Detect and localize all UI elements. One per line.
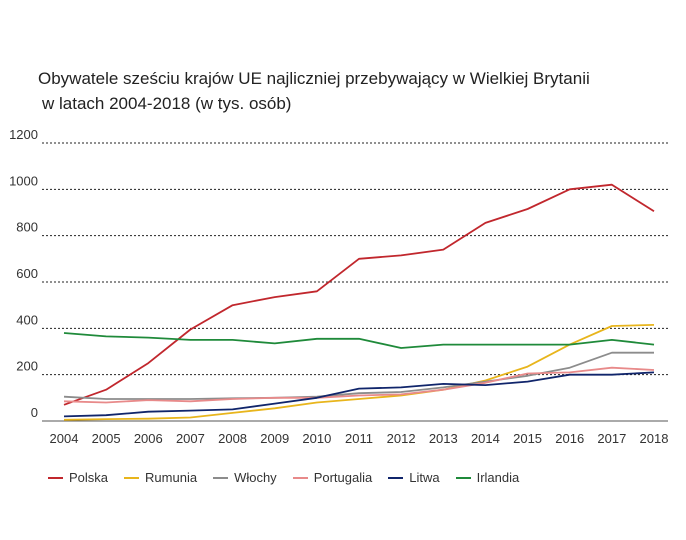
legend-label: Litwa <box>409 470 440 485</box>
y-axis: 0 200 400 600 800 1000 1200 <box>9 127 38 420</box>
legend-item: Portugalia <box>292 470 373 485</box>
series-line-irlandia <box>63 332 655 349</box>
legend-label: Włochy <box>234 470 277 485</box>
legend-item: Litwa <box>388 470 440 485</box>
series-line-rumunia <box>63 324 655 421</box>
x-tick-label: 2015 <box>513 431 542 446</box>
x-tick-label: 2006 <box>134 431 163 446</box>
legend-swatch <box>48 476 63 479</box>
x-tick-label: 2008 <box>218 431 247 446</box>
chart-title: Obywatele sześciu krajów UE najliczniej … <box>38 66 590 116</box>
y-tick-label: 400 <box>16 312 38 327</box>
legend-item: Irlandia <box>455 470 520 485</box>
x-tick-label: 2010 <box>302 431 331 446</box>
chart-title-line-2: w latach 2004-2018 (w tys. osób) <box>42 94 292 113</box>
x-tick-label: 2012 <box>387 431 416 446</box>
legend-swatch <box>124 476 140 479</box>
chart-title-line-1: Obywatele sześciu krajów UE najliczniej … <box>38 69 590 88</box>
legend-item: Polska <box>48 470 108 485</box>
series-line-polska <box>63 183 655 406</box>
x-tick-label: 2007 <box>176 431 205 446</box>
x-tick-label: 2017 <box>597 431 626 446</box>
legend-label: Polska <box>69 470 109 485</box>
legend-label: Irlandia <box>476 470 520 485</box>
x-tick-label: 2005 <box>92 431 121 446</box>
legend-swatch <box>292 476 308 479</box>
legend-label: Portugalia <box>313 470 373 485</box>
x-tick-label: 2016 <box>555 431 584 446</box>
x-tick-label: 2014 <box>471 431 500 446</box>
legend-swatch <box>455 476 471 479</box>
x-tick-label: 2011 <box>345 431 373 446</box>
series-line-włochy <box>63 351 654 400</box>
y-tick-label: 800 <box>16 220 38 235</box>
y-tick-label: 200 <box>16 359 38 374</box>
y-tick-label: 0 <box>31 405 38 420</box>
legend: Polska Rumunia Włochy Portugalia Litwa Irland… <box>48 470 535 485</box>
legend-label: Rumunia <box>145 470 198 485</box>
y-tick-label: 1200 <box>9 127 38 142</box>
x-tick-label: 2018 <box>640 431 669 446</box>
x-tick-label: 2004 <box>50 431 79 446</box>
legend-swatch <box>213 476 229 479</box>
y-tick-label: 600 <box>16 266 38 281</box>
series-lines <box>63 183 655 421</box>
y-tick-label: 1000 <box>9 173 38 188</box>
series-line-portugalia <box>63 366 655 404</box>
legend-item: Rumunia <box>124 470 197 485</box>
x-tick-label: 2013 <box>429 431 458 446</box>
x-axis: 2004 2005 2006 2007 2008 2009 2010 2011 2012 2013… <box>50 431 669 446</box>
legend-item: Włochy <box>213 470 277 485</box>
gridlines <box>42 142 668 422</box>
series-line-litwa <box>63 371 655 418</box>
x-tick-label: 2009 <box>260 431 289 446</box>
legend-swatch <box>388 476 404 479</box>
